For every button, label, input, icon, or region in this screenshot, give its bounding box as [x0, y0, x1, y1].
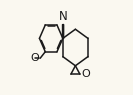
Text: O: O	[30, 53, 39, 63]
Text: O: O	[81, 69, 90, 79]
Text: N: N	[58, 10, 67, 23]
